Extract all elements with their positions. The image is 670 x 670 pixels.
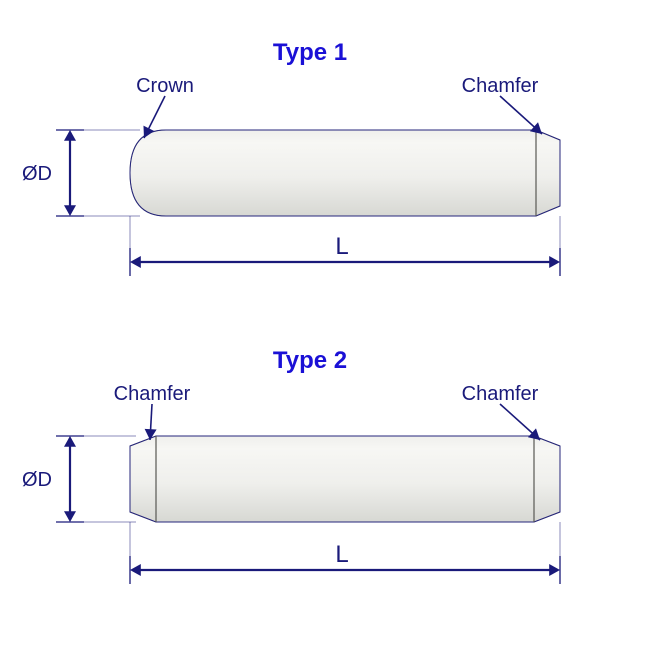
pin-type2 [130, 436, 560, 522]
label-chamfer-t1: Chamfer [462, 75, 539, 97]
svg-text:ØD: ØD [22, 469, 52, 491]
svg-text:L: L [335, 233, 348, 260]
title-type1: Type 1 [273, 39, 347, 66]
svg-text:L: L [335, 541, 348, 568]
title-type2: Type 2 [273, 347, 347, 374]
svg-text:ØD: ØD [22, 163, 52, 185]
label-crown: Crown [136, 75, 194, 97]
label-chamfer-left-t2: Chamfer [114, 383, 191, 405]
pin-type1 [130, 130, 560, 216]
label-chamfer-right-t2: Chamfer [462, 383, 539, 405]
